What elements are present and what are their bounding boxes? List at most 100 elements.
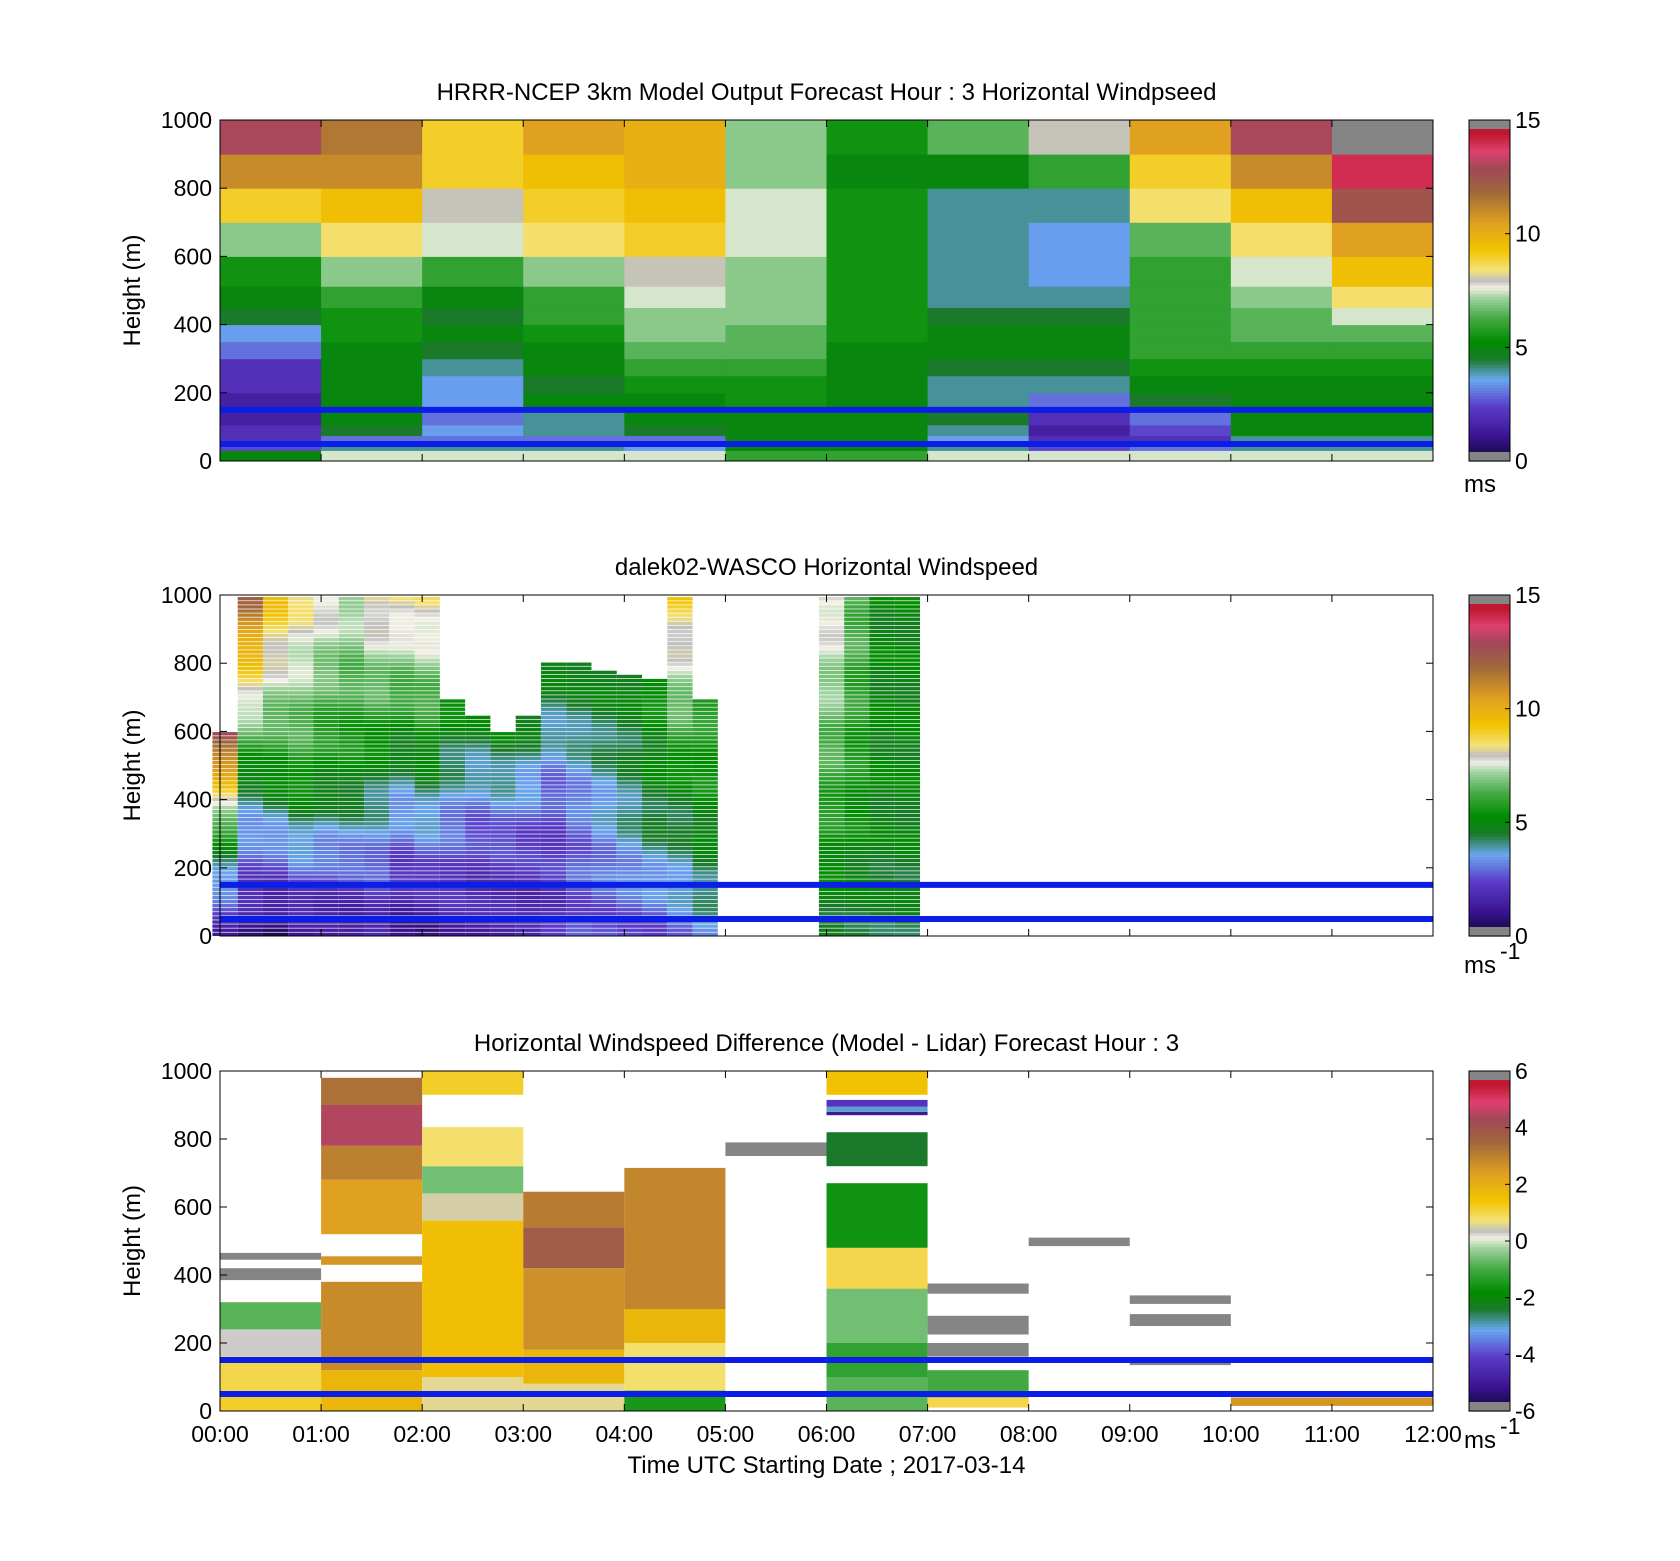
lidar-cell xyxy=(844,891,870,896)
colorbar-swatch xyxy=(1469,799,1510,804)
lidar-cell xyxy=(818,781,845,785)
model-cell xyxy=(1129,120,1232,155)
lidar-cell xyxy=(313,760,339,765)
lidar-cell xyxy=(262,924,289,928)
lidar-cell xyxy=(616,928,643,932)
lidar-cell xyxy=(894,801,921,806)
lidar-cell xyxy=(389,654,415,658)
lidar-cell xyxy=(818,633,845,638)
lidar-cell xyxy=(642,875,668,879)
lidar-cell xyxy=(364,826,390,830)
lidar-cell xyxy=(490,912,516,916)
lidar-cell xyxy=(212,858,238,863)
lidar-cell xyxy=(237,740,263,744)
lidar-cell xyxy=(389,834,415,838)
lidar-cell xyxy=(591,903,617,908)
lidar-cell xyxy=(465,768,491,773)
colorbar-swatch xyxy=(1469,890,1510,894)
lidar-cell xyxy=(894,797,921,801)
colorbar-swatch xyxy=(1469,745,1510,750)
lidar-cell xyxy=(515,903,541,908)
lidar-cell xyxy=(262,695,289,699)
lidar-cell xyxy=(288,773,314,777)
heatmap-cells xyxy=(220,1071,1433,1411)
model-cell xyxy=(422,375,524,394)
lidar-cell xyxy=(439,908,466,912)
lidar-cell xyxy=(844,682,870,687)
lidar-cell xyxy=(237,682,263,687)
difference-cell xyxy=(321,1179,423,1235)
y-tick-label: 400 xyxy=(174,787,212,813)
lidar-cell xyxy=(414,670,440,675)
colorbar-swatch xyxy=(1469,614,1510,619)
lidar-cell xyxy=(667,777,693,781)
lidar-cell xyxy=(465,854,491,859)
lidar-cell xyxy=(237,723,263,728)
lidar-cell xyxy=(540,875,567,879)
lidar-cell xyxy=(667,785,693,789)
lidar-cell xyxy=(616,871,643,875)
colorbar-swatch xyxy=(1469,185,1510,189)
lidar-cell xyxy=(490,760,516,765)
colorbar-swatch xyxy=(1469,1124,1510,1129)
colorbar-swatch xyxy=(1469,341,1510,346)
lidar-cell xyxy=(869,838,895,842)
lidar-cell xyxy=(237,687,263,691)
lidar-cell xyxy=(540,903,567,908)
lidar-cell xyxy=(212,826,238,830)
lidar-cell xyxy=(540,740,567,744)
lidar-cell xyxy=(262,605,289,609)
colorbar-swatch xyxy=(1469,754,1510,758)
colorbar-swatch xyxy=(1469,802,1510,806)
lidar-cell xyxy=(894,768,921,773)
lidar-cell xyxy=(364,658,390,662)
lidar-cell xyxy=(515,838,541,842)
lidar-cell xyxy=(515,850,541,855)
lidar-cell xyxy=(338,924,365,928)
lidar-cell xyxy=(818,793,845,797)
lidar-cell xyxy=(591,793,617,797)
colorbar-frame xyxy=(1468,119,1511,462)
lidar-cell xyxy=(364,863,390,867)
model-cell xyxy=(220,154,322,189)
colorbar-swatch xyxy=(1469,1184,1510,1188)
lidar-cell xyxy=(389,736,415,740)
colorbar-swatch xyxy=(1469,666,1510,670)
lidar-cell xyxy=(414,691,440,695)
lidar-cell xyxy=(818,723,845,728)
model-cell xyxy=(422,256,524,287)
lidar-cell xyxy=(237,891,263,896)
colorbar-swatch xyxy=(1469,438,1510,442)
colorbar-unit: ms xyxy=(1464,952,1496,979)
lidar-cell xyxy=(414,642,440,646)
model-cell xyxy=(1028,222,1131,257)
lidar-cell xyxy=(465,863,491,867)
colorbar-swatch xyxy=(1469,1090,1510,1095)
lidar-cell xyxy=(894,650,921,654)
lidar-cell xyxy=(364,637,390,642)
model-cell xyxy=(826,324,929,343)
lidar-cell xyxy=(515,723,541,728)
lidar-cell xyxy=(262,891,289,896)
lidar-cell xyxy=(237,863,263,867)
lidar-cell xyxy=(894,789,921,793)
lidar-cell xyxy=(591,707,617,711)
lidar-cell xyxy=(642,764,668,769)
lidar-cell xyxy=(490,818,516,822)
lidar-cell xyxy=(364,723,390,728)
model-cell xyxy=(1129,375,1232,394)
lidar-cell xyxy=(237,625,263,630)
lidar-cell xyxy=(894,854,921,859)
lidar-cell xyxy=(414,764,440,769)
lidar-cell xyxy=(389,875,415,879)
lidar-cell xyxy=(869,637,895,642)
lidar-cell xyxy=(818,908,845,912)
lidar-cell xyxy=(616,691,643,695)
lidar-cell xyxy=(364,711,390,716)
lidar-cell xyxy=(414,768,440,773)
lidar-cell xyxy=(313,597,339,601)
lidar-cell xyxy=(540,674,567,679)
lidar-cell xyxy=(566,830,592,834)
